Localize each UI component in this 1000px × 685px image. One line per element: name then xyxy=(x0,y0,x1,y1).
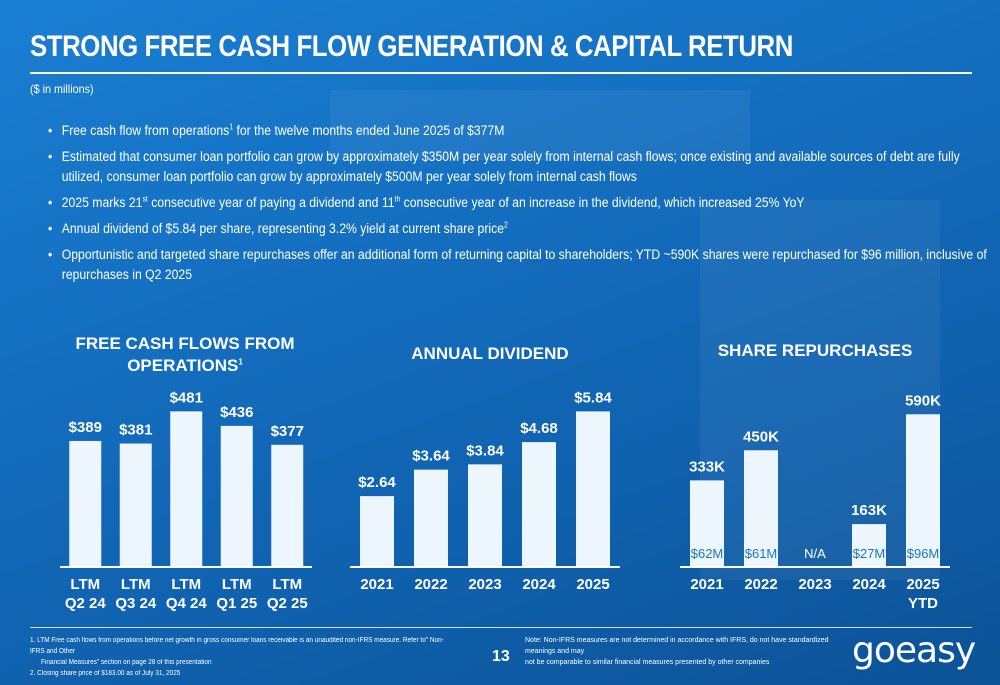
chart-category-label: 2024 xyxy=(852,576,886,593)
chart-category-label: Q1 25 xyxy=(216,595,257,612)
chart-value-label: $381 xyxy=(119,422,152,439)
chart-bar xyxy=(576,411,610,566)
page-title: STRONG FREE CASH FLOW GENERATION & CAPIT… xyxy=(30,30,793,63)
bullet-item: Free cash flow from operations1 for the … xyxy=(48,121,991,141)
non-ifrs-note: Note: Non-IFRS measures are not determin… xyxy=(525,637,829,666)
bullet-item: Annual dividend of $5.84 per share, repr… xyxy=(48,219,991,239)
chart-bar xyxy=(468,464,502,566)
chart-category-label: LTM xyxy=(272,576,302,593)
chart-value-label: $3.84 xyxy=(466,442,504,459)
chart-bar xyxy=(119,443,152,566)
chart-value-label: $389 xyxy=(69,419,102,436)
title-divider xyxy=(30,72,972,74)
chart-title-dividend: ANNUAL DIVIDEND xyxy=(411,344,569,363)
chart-bar xyxy=(906,414,940,566)
chart-bar xyxy=(522,442,556,566)
chart-inner-label: $27M xyxy=(853,546,886,561)
chart-category-label: LTM xyxy=(70,576,100,593)
chart-value-label: $377 xyxy=(271,423,304,440)
chart-bar xyxy=(271,444,304,566)
chart-value-label: $436 xyxy=(220,404,253,421)
chart-bar xyxy=(170,411,203,566)
chart-category-label: 2025 xyxy=(906,576,939,593)
bullet-item: Opportunistic and targeted share repurch… xyxy=(48,245,991,285)
chart-value-label: $5.84 xyxy=(574,389,612,406)
chart-inner-label: N/A xyxy=(804,546,826,561)
chart-category-label: 2021 xyxy=(360,576,393,593)
chart-category-label: 2021 xyxy=(690,576,723,593)
chart-category-label: Q3 24 xyxy=(115,595,157,612)
page-number: 13 xyxy=(492,648,510,665)
footnote-2: 2. Closing share price of $183.00 as of … xyxy=(30,670,181,677)
chart-title-fcf: FREE CASH FLOWS FROM OPERATIONS1 xyxy=(75,334,295,375)
chart-category-label: 2024 xyxy=(522,576,556,593)
chart-inner-label: $62M xyxy=(691,546,724,561)
chart-value-label: 590K xyxy=(905,392,941,409)
goeasy-logo: goeasy xyxy=(852,630,976,671)
chart-bar xyxy=(852,524,886,566)
footnotes: 1. LTM Free cash flows from operations b… xyxy=(30,635,490,679)
chart-value-label: $3.64 xyxy=(412,448,450,465)
chart-category-label: LTM xyxy=(121,576,151,593)
chart-category-label: LTM xyxy=(171,576,201,593)
chart-category-label: Q2 25 xyxy=(267,595,308,612)
footer-divider xyxy=(30,627,972,628)
chart-value-label: $2.64 xyxy=(358,474,396,491)
chart-category-label: Q2 24 xyxy=(65,595,107,612)
chart-bar xyxy=(690,480,724,566)
chart-category-label: 2022 xyxy=(414,576,447,593)
chart-value-label: 163K xyxy=(851,502,887,519)
chart-bar xyxy=(220,425,253,566)
chart-bar xyxy=(744,450,778,566)
chart-category-label: 2022 xyxy=(744,576,777,593)
chart-bar xyxy=(414,469,448,566)
chart-title-repurchases: SHARE REPURCHASES xyxy=(717,341,913,360)
chart-category-label: Q4 24 xyxy=(166,595,208,612)
bullet-item: Estimated that consumer loan portfolio c… xyxy=(48,147,991,187)
chart-category-label: 2023 xyxy=(798,576,831,593)
chart-category-label: LTM xyxy=(222,576,252,593)
bullet-item: 2025 marks 21st consecutive year of payi… xyxy=(48,193,991,213)
chart-value-label: 450K xyxy=(743,428,779,445)
chart-category-label: 2025 xyxy=(576,576,609,593)
chart-bar xyxy=(360,496,394,566)
units-subtitle: ($ in millions) xyxy=(30,82,94,96)
bullet-list: Free cash flow from operations1 for the … xyxy=(48,121,987,291)
chart-inner-label: $61M xyxy=(745,546,778,561)
chart-category-label: YTD xyxy=(908,595,938,612)
chart-bar xyxy=(69,440,102,566)
footnote-1: 1. LTM Free cash flows from operations b… xyxy=(30,637,444,655)
footnote-1-cont: Financial Measures" section on page 28 o… xyxy=(41,659,212,666)
chart-inner-label: $96M xyxy=(907,546,940,561)
chart-value-label: 333K xyxy=(689,458,725,475)
chart-value-label: $4.68 xyxy=(520,420,558,437)
chart-category-label: 2023 xyxy=(468,576,501,593)
chart-value-label: $481 xyxy=(170,389,203,406)
